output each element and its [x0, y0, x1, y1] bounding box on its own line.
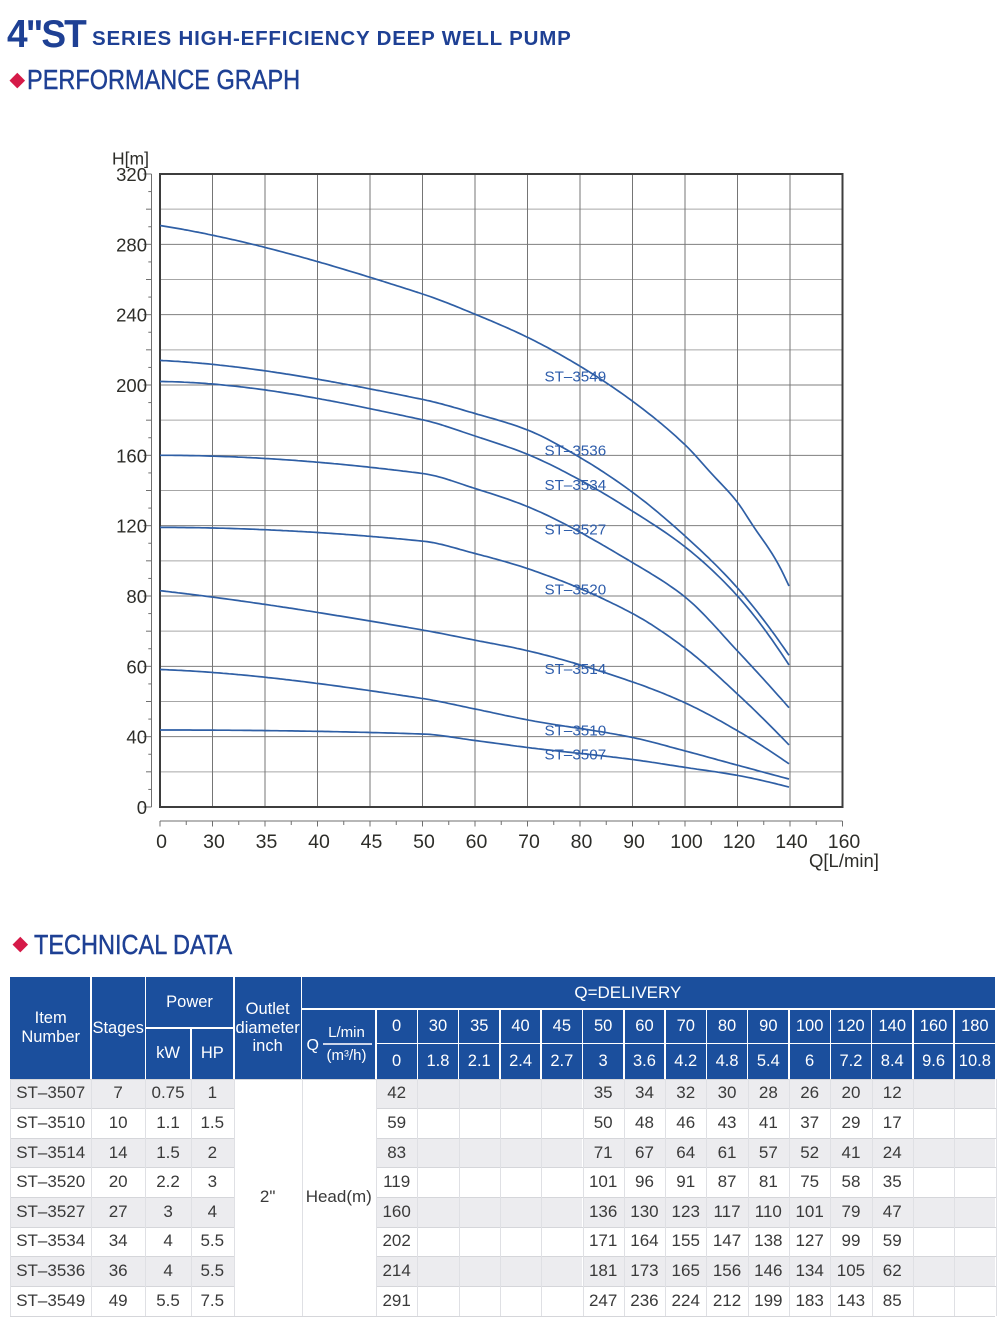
svg-text:200: 200 — [116, 375, 147, 396]
svg-text:ST–3534: ST–3534 — [545, 477, 607, 494]
svg-text:0: 0 — [156, 831, 167, 853]
svg-text:ST–3507: ST–3507 — [545, 746, 607, 763]
svg-text:80: 80 — [126, 586, 147, 607]
svg-text:60: 60 — [466, 831, 488, 853]
svg-text:ST–3510: ST–3510 — [545, 723, 607, 740]
svg-text:90: 90 — [623, 831, 645, 853]
svg-text:320: 320 — [116, 164, 147, 185]
svg-text:ST–3549: ST–3549 — [545, 368, 607, 385]
svg-text:160: 160 — [828, 831, 861, 853]
svg-text:140: 140 — [775, 831, 808, 853]
svg-text:280: 280 — [116, 234, 147, 255]
svg-text:ST–3520: ST–3520 — [545, 582, 607, 599]
svg-text:80: 80 — [571, 831, 593, 853]
svg-text:H[m]: H[m] — [112, 149, 149, 169]
svg-text:120: 120 — [723, 831, 756, 853]
svg-text:30: 30 — [203, 831, 225, 853]
svg-text:70: 70 — [518, 831, 540, 853]
svg-text:0: 0 — [137, 797, 147, 818]
svg-text:240: 240 — [116, 305, 147, 326]
svg-text:120: 120 — [116, 516, 147, 537]
svg-text:40: 40 — [126, 727, 147, 748]
svg-text:ST–3514: ST–3514 — [545, 661, 607, 678]
svg-text:50: 50 — [413, 831, 435, 853]
svg-text:40: 40 — [308, 831, 330, 853]
svg-text:35: 35 — [256, 831, 278, 853]
svg-text:45: 45 — [361, 831, 383, 853]
svg-text:ST–3536: ST–3536 — [545, 443, 607, 460]
svg-text:60: 60 — [126, 656, 147, 677]
svg-text:160: 160 — [116, 445, 147, 466]
svg-text:ST–3527: ST–3527 — [545, 522, 607, 539]
svg-text:100: 100 — [670, 831, 703, 853]
svg-text:Q[L/min]: Q[L/min] — [809, 850, 879, 871]
